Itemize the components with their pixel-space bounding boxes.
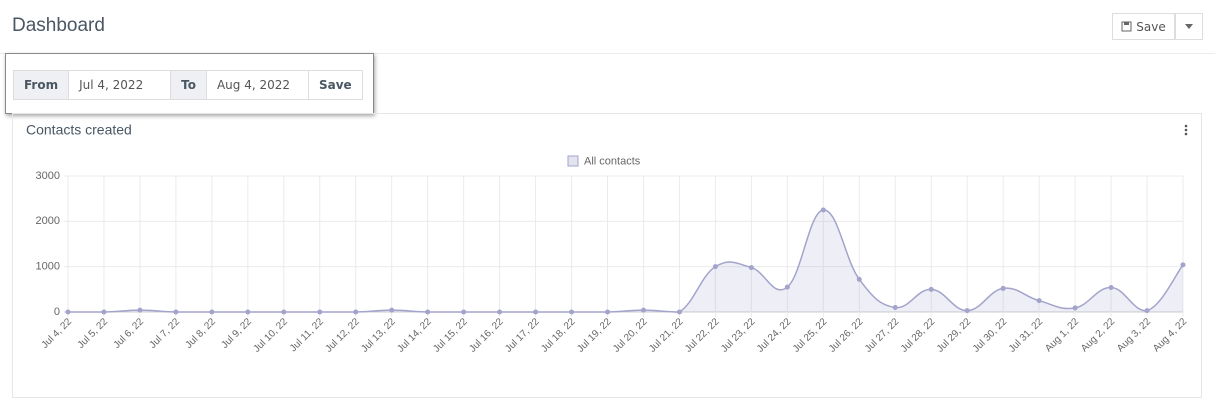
x-tick-label: Jul 22, 22 [683,316,722,355]
point [173,309,179,315]
x-tick-label: Jul 27, 22 [863,316,902,355]
x-tick-label: Jul 19, 22 [575,316,614,355]
x-tick-label: Jul 4, 22 [40,316,75,351]
point [317,309,323,315]
from-label: From [14,71,70,99]
point [928,286,934,292]
point [1072,305,1078,311]
x-tick-label: Jul 18, 22 [539,316,578,355]
x-tick-label: Jul 29, 22 [935,316,974,355]
x-tick-label: Aug 4, 22 [1151,316,1189,354]
save-button[interactable]: Save [1112,13,1175,40]
point [964,308,970,314]
x-tick-label: Jul 13, 22 [359,316,398,355]
point [1144,308,1150,314]
point [209,309,215,315]
x-tick-label: Jul 6, 22 [112,316,147,351]
y-tick-label: 3000 [36,170,60,182]
x-tick-label: Jul 31, 22 [1007,316,1046,355]
point [856,276,862,282]
x-tick-label: Jul 5, 22 [76,316,111,351]
point [820,207,826,213]
x-tick-label: Jul 30, 22 [971,316,1010,355]
point [892,304,898,310]
point [748,265,754,271]
x-tick-label: Aug 2, 22 [1079,316,1117,354]
chart-panel [12,113,1202,398]
point [1180,262,1186,268]
save-icon [1121,21,1132,32]
legend-swatch [567,155,579,167]
x-tick-label: Jul 24, 22 [755,316,794,355]
from-input[interactable]: Jul 4, 2022 [69,71,172,99]
point [497,309,503,315]
point [569,309,575,315]
point [605,309,611,315]
dropdown-button[interactable] [1175,13,1203,40]
to-input[interactable]: Aug 4, 2022 [207,71,309,99]
save-label: Save [1136,19,1166,34]
date-group: From Jul 4, 2022 To Aug 4, 2022 Save [13,70,363,100]
x-tick-label: Jul 23, 22 [719,316,758,355]
point [245,309,251,315]
x-tick-label: Jul 11, 22 [288,316,326,354]
x-tick-label: Jul 20, 22 [611,316,650,355]
x-tick-label: Jul 21, 22 [647,316,686,355]
x-tick-label: Jul 26, 22 [827,316,866,355]
page-title: Dashboard [12,15,105,36]
point [1108,285,1114,291]
caret [1185,24,1193,29]
x-tick-label: Jul 28, 22 [899,316,938,355]
point [389,307,395,313]
filter-save[interactable]: Save [318,78,352,92]
header: Dashboard Save [0,0,1215,54]
x-tick-label: Jul 16, 22 [467,316,506,355]
y-tick-label: 2000 [36,215,60,227]
line [67,209,1184,313]
y-tick-label: 0 [54,306,60,318]
date-filter: From Jul 4, 2022 To Aug 4, 2022 Save [5,53,374,114]
point [101,309,107,315]
x-tick-label: Jul 12, 22 [323,316,362,355]
point [281,309,287,315]
point [640,307,646,313]
y-tick-label: 1000 [36,261,60,273]
point [353,309,359,315]
x-tick-label: Jul 7, 22 [148,316,183,351]
x-tick-label: Jul 14, 22 [395,316,434,355]
x-tick-label: Jul 9, 22 [219,316,254,351]
point [137,307,143,313]
x-tick-label: Aug 1, 22 [1043,316,1081,354]
point [676,309,682,315]
to-label: To [171,71,207,99]
kebab-menu[interactable] [1184,124,1188,136]
point [1036,298,1042,304]
x-tick-label: Aug 3, 22 [1115,316,1153,354]
legend-label: All contacts [584,155,641,167]
point [533,309,539,315]
point [784,284,790,290]
x-tick-label: Jul 15, 22 [431,316,470,355]
point [65,309,71,315]
x-tick-label: Jul 17, 22 [503,316,542,355]
chart-title: Contacts created [26,122,132,138]
x-tick-label: Jul 8, 22 [183,316,218,351]
x-tick-label: Jul 25, 22 [791,316,830,355]
point [1000,285,1006,291]
point [461,309,467,315]
point [425,309,431,315]
area [68,209,1183,312]
x-tick-label: Jul 10, 22 [251,316,290,355]
point [712,264,718,270]
